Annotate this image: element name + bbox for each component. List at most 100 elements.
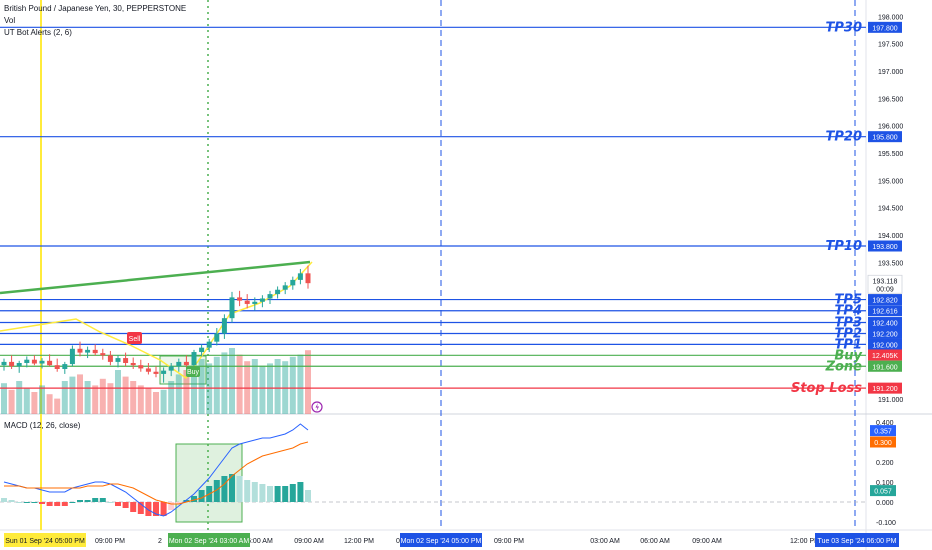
price-badge-label: 195.800: [872, 135, 897, 142]
time-axis: 09:00 PM 2 06:00 AM 09:00 AM 12:00 PM 0 09:00 …: [4, 533, 899, 547]
macd-histogram-bar: [289, 484, 296, 502]
volume-bar: [16, 381, 23, 414]
candle-body: [282, 285, 288, 290]
time-tick: 03:00 AM: [590, 538, 620, 545]
candle-body: [31, 359, 37, 364]
candle-body: [183, 361, 189, 366]
price-tick: 193.500: [878, 260, 903, 267]
macd-badge-label: 0.357: [874, 429, 892, 436]
macd-histogram-bar: [191, 496, 197, 502]
signal-line: [4, 441, 309, 505]
sell-signal[interactable]: Sell: [127, 332, 142, 344]
candle-body: [130, 362, 136, 366]
price-badge-label: 192.200: [872, 331, 897, 338]
time-tick: 12:00 PM: [344, 538, 374, 545]
volume-bar: [305, 350, 311, 414]
macd-tick: 0.200: [876, 460, 894, 467]
macd-badge-label: 0.057: [874, 489, 892, 496]
candle-body: [24, 359, 30, 363]
volume-bar: [23, 387, 30, 414]
volume-bar: [198, 359, 205, 414]
macd-histogram-bar: [213, 480, 220, 502]
candle-body: [69, 348, 75, 365]
alert-icon[interactable]: [311, 401, 323, 413]
time-tick: 09:00 AM: [294, 538, 324, 545]
macd-histogram-bar: [99, 498, 106, 502]
price-badge-label: 197.800: [872, 25, 897, 32]
level-label: TP4: [835, 304, 862, 319]
price-badge: [868, 317, 902, 329]
level-label: TP30: [826, 20, 863, 35]
buy-signal[interactable]: Buy: [186, 366, 200, 377]
level-label: TP1: [835, 337, 862, 352]
sell-signal-label: Sell: [129, 336, 141, 343]
candle-body: [168, 366, 174, 371]
green-trendline: [0, 260, 311, 295]
volume-bar: [274, 359, 281, 414]
price-badge-label: 192.616: [872, 309, 897, 316]
time-badge: [168, 533, 250, 547]
level-label: TP3: [835, 316, 862, 331]
macd-histogram-bar: [77, 500, 83, 502]
macd-histogram-bar: [305, 490, 311, 502]
macd-legend: MACD (12, 26, close): [4, 421, 81, 430]
macd-histogram-bar: [145, 502, 152, 516]
level-label: Zone: [825, 359, 863, 374]
volume-bar: [115, 370, 121, 414]
candle-body: [85, 349, 91, 353]
volume-bar: [153, 392, 159, 414]
volume-bar: [122, 376, 129, 414]
volume-bar: [31, 392, 38, 414]
volume-bar: [183, 370, 190, 414]
price-badge-label: 191.200: [872, 386, 897, 393]
time-tick: 09:00 PM: [95, 538, 125, 545]
candle-body: [161, 370, 167, 374]
volume-bar: [92, 385, 99, 414]
candle-body: [16, 362, 22, 367]
time-badge: [400, 533, 482, 547]
macd-histogram-bar: [122, 502, 129, 508]
candle-body: [206, 341, 212, 348]
macd-histogram-bar: [31, 502, 38, 503]
candle-body: [123, 358, 129, 363]
candle-body: [107, 355, 113, 362]
volume-bar: [8, 389, 15, 414]
candle-body: [92, 349, 98, 354]
candle-body: [244, 300, 250, 304]
level-label: TP10: [826, 239, 863, 254]
candle-body: [138, 365, 144, 369]
macd-histogram-bar: [198, 490, 205, 502]
price-badge: [868, 240, 902, 252]
macd-tick: 0.400: [876, 420, 894, 427]
macd-histogram-bar: [183, 500, 190, 502]
volume-bar: [297, 354, 304, 414]
time-tick: 06:00 AM: [640, 538, 670, 545]
macd-histogram-bar: [39, 502, 45, 504]
candle-body: [115, 358, 121, 362]
volume-bar: [236, 354, 243, 414]
macd-histogram-bar: [160, 502, 167, 516]
price-badge: [868, 294, 902, 306]
candle-body: [275, 289, 281, 295]
time-badge-label: Mon 02 Sep '24 03:00 AM: [169, 538, 250, 545]
countdown: 00:09: [876, 286, 894, 293]
candle-body: [199, 347, 205, 353]
macd-histogram-bar: [229, 474, 235, 502]
candle-body: [237, 297, 243, 301]
macd-histogram-bar: [267, 486, 273, 502]
candle-body: [1, 361, 7, 366]
level-label: Buy: [834, 348, 862, 363]
volume-bar: [229, 348, 235, 414]
candle-body: [100, 353, 106, 356]
volume-bar: [175, 374, 182, 414]
volume-bar: [107, 383, 114, 414]
volume-bar: [259, 365, 266, 414]
volume-bar: [130, 381, 137, 414]
price-tick: 196.500: [878, 96, 903, 103]
macd-histogram-bar: [244, 480, 251, 502]
macd-histogram-bar: [69, 502, 76, 503]
macd-histogram-bar: [115, 502, 121, 506]
indicator-legend: UT Bot Alerts (2, 6): [4, 28, 72, 37]
macd-badge-histogram: [870, 485, 896, 497]
